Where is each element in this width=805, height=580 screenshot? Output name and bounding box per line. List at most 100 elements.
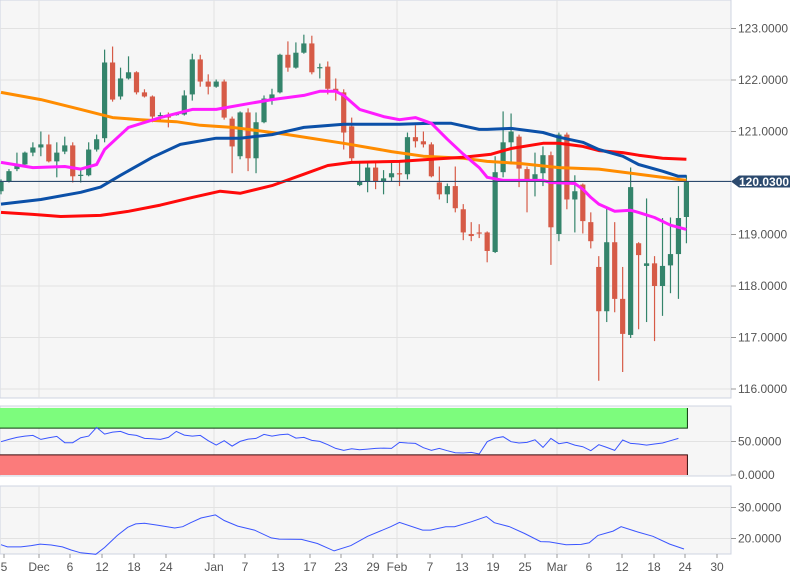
candle-bullish: [237, 111, 243, 160]
candle-body: [0, 181, 4, 192]
candle-body: [78, 174, 84, 176]
rsi-line: [0, 426, 679, 455]
candle-body: [357, 181, 363, 186]
x-axis-label: 18: [127, 560, 141, 574]
candle-bullish: [659, 218, 666, 316]
candle-body: [532, 174, 538, 181]
candle-body: [117, 78, 124, 97]
overbought-zone: [0, 408, 688, 429]
candle-bullish: [317, 63, 323, 79]
candle-body: [516, 136, 522, 169]
moving-average-line-ma-fast: [0, 89, 687, 231]
candle-body: [229, 118, 235, 147]
candle-body: [6, 171, 12, 182]
candle-bullish: [125, 56, 132, 80]
candle-body: [197, 59, 203, 82]
candle-body: [277, 54, 283, 93]
candle-bullish: [269, 88, 275, 105]
x-axis-label: 17: [303, 560, 317, 574]
candle-body: [548, 155, 554, 228]
candle-bearish: [46, 134, 52, 163]
candle-bullish: [628, 167, 634, 339]
price-panel: 123.0000 122.0000 121.0000 119.0000 118.0000…: [0, 0, 790, 399]
candle-bearish: [325, 61, 331, 95]
last-price-label: 120.0300: [739, 175, 789, 189]
candle-bearish: [396, 162, 403, 187]
candle-body: [628, 187, 634, 335]
overbought-zone-border: [0, 408, 688, 429]
candle-body: [301, 43, 307, 53]
candle-bearish: [197, 54, 203, 87]
candle-body: [237, 112, 243, 157]
candle-bearish: [580, 183, 586, 234]
candle-body: [620, 298, 626, 334]
candle-body: [349, 126, 355, 159]
candle-body: [500, 142, 506, 173]
candle-bearish: [484, 231, 490, 263]
lower-indicator-panel: 30.0000 20.0000: [0, 485, 782, 555]
candle-body: [604, 242, 610, 312]
candle-body: [572, 191, 578, 200]
candle-bearish: [460, 204, 466, 241]
candle-body: [14, 164, 20, 170]
candle-bullish: [404, 132, 411, 180]
candle-body: [30, 147, 36, 153]
candle-body: [404, 137, 411, 175]
candle-bearish: [596, 256, 602, 381]
candle-bearish: [341, 89, 347, 150]
candle-bullish: [500, 111, 506, 178]
candle-bearish: [221, 79, 227, 120]
candle-bullish: [492, 156, 498, 254]
candle-bullish: [444, 183, 450, 204]
x-axis-label: 24: [678, 560, 692, 574]
candle-bullish: [117, 67, 124, 100]
candle-body: [125, 72, 132, 79]
candle-body: [102, 62, 108, 139]
candle-body: [181, 95, 187, 115]
candle-body: [365, 167, 371, 182]
candle-body: [396, 173, 403, 175]
candle-body: [157, 115, 163, 117]
candle-bullish: [189, 53, 195, 101]
last-price-tag: [731, 175, 790, 188]
price-axis-label: 122.0000: [738, 73, 788, 87]
candle-body: [468, 233, 474, 237]
candle-body: [675, 218, 682, 255]
candle-bearish: [476, 224, 482, 239]
rsi-panel: 50.0000 0.0000: [0, 405, 782, 482]
candle-body: [38, 144, 44, 148]
candle-body: [221, 81, 227, 118]
candle-bearish: [141, 89, 148, 98]
price-axis-label: 121.0000: [738, 125, 788, 139]
candle-body: [46, 144, 52, 162]
candle-body: [213, 81, 219, 87]
candle-body: [588, 222, 594, 242]
x-axis-label: Mar: [547, 560, 568, 574]
candle-bullish: [556, 132, 562, 242]
candle-bearish: [149, 95, 156, 123]
candle-bearish: [309, 35, 315, 75]
candle-bullish: [380, 170, 387, 195]
candle-body: [341, 92, 347, 133]
lower-indicator-axis-label: 20.0000: [738, 532, 782, 546]
candle-bearish: [133, 71, 140, 95]
x-axis-label: 18: [647, 560, 661, 574]
candle-body: [269, 94, 275, 99]
candle-bullish: [293, 42, 299, 69]
candle-bearish: [636, 242, 642, 330]
x-axis-label: Jan: [204, 560, 223, 574]
candle-body: [54, 152, 60, 162]
candle-body: [460, 209, 466, 233]
candle-bearish: [468, 222, 474, 242]
candle-body: [612, 242, 618, 299]
candle-bearish: [651, 256, 658, 342]
candle-bearish: [245, 108, 251, 172]
candle-bearish: [205, 74, 211, 95]
candle-body: [508, 131, 514, 143]
candle-bearish: [588, 212, 594, 249]
lower-indicator-axis-label: 30.0000: [738, 501, 782, 515]
candle-body: [636, 243, 642, 256]
candle-bearish: [620, 266, 626, 373]
candle-bullish: [365, 161, 371, 193]
oversold-zone-border: [0, 454, 688, 475]
